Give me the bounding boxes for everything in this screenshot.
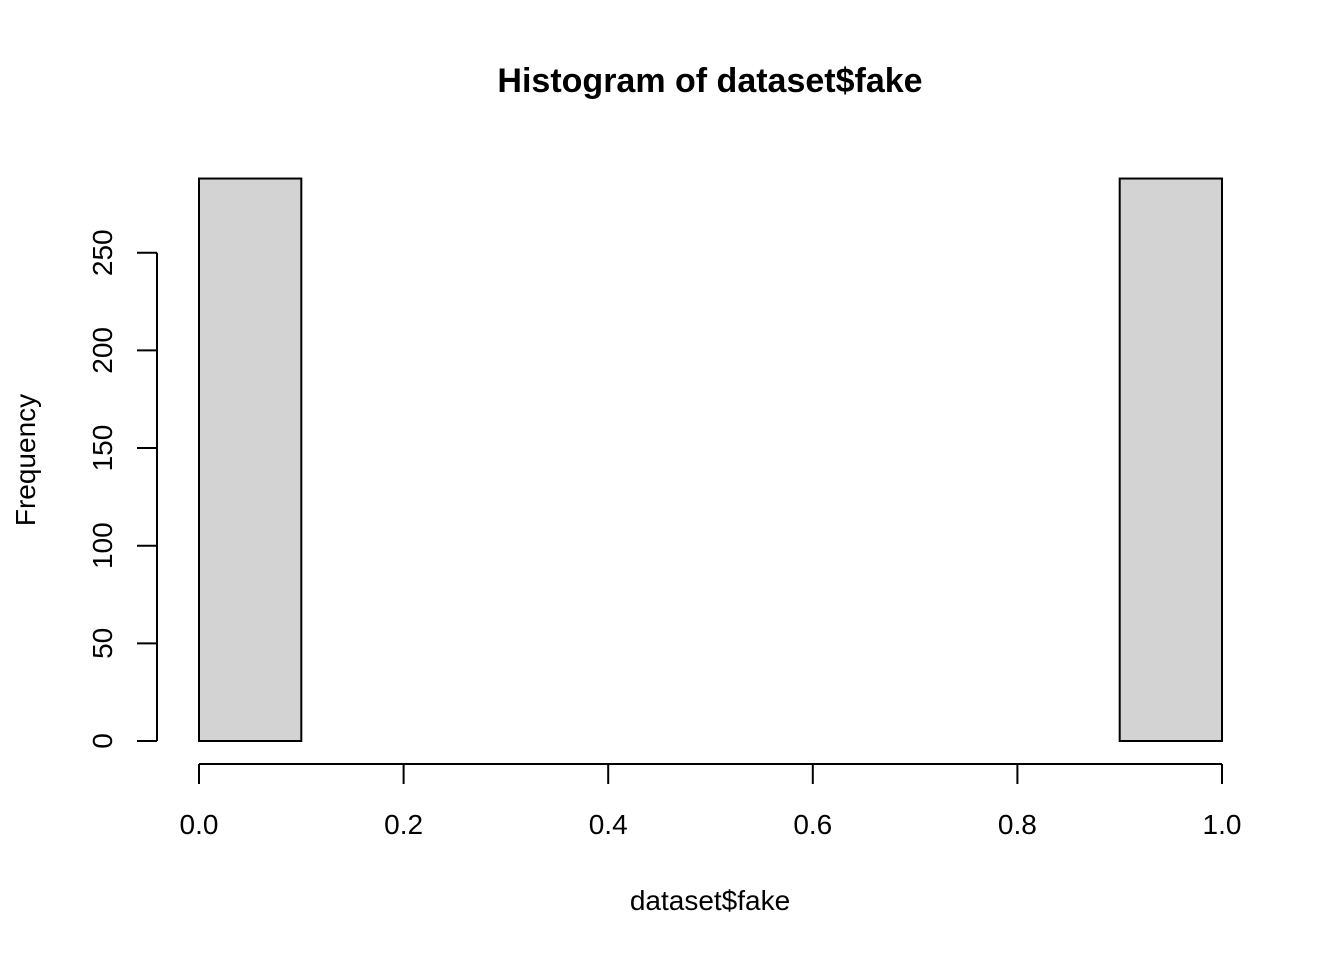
x-tick-label-0: 0.0 xyxy=(180,809,219,840)
chart-title: Histogram of dataset$fake xyxy=(497,62,922,100)
y-tick-label-5: 250 xyxy=(87,229,118,276)
y-tick-label-2: 100 xyxy=(87,522,118,569)
y-tick-label-4: 200 xyxy=(87,327,118,374)
y-axis-label: Frequency xyxy=(10,394,41,526)
x-tick-label-1: 0.2 xyxy=(384,809,423,840)
histogram-bar-0 xyxy=(198,177,303,742)
x-tick-label-4: 0.8 xyxy=(998,809,1037,840)
bars-group xyxy=(198,177,1223,742)
y-tick-label-1: 50 xyxy=(87,628,118,659)
y-axis: 0 50 100 150 200 250 xyxy=(87,229,158,749)
x-tick-label-3: 0.6 xyxy=(793,809,832,840)
x-tick-label-5: 1.0 xyxy=(1203,809,1242,840)
y-tick-label-0: 0 xyxy=(87,733,118,749)
x-axis-label: dataset$fake xyxy=(630,885,790,916)
histogram-bar-9 xyxy=(1118,177,1223,742)
x-tick-label-2: 0.4 xyxy=(589,809,628,840)
x-axis: 0.0 0.2 0.4 0.6 0.8 1.0 xyxy=(180,763,1242,840)
y-tick-label-3: 150 xyxy=(87,425,118,472)
